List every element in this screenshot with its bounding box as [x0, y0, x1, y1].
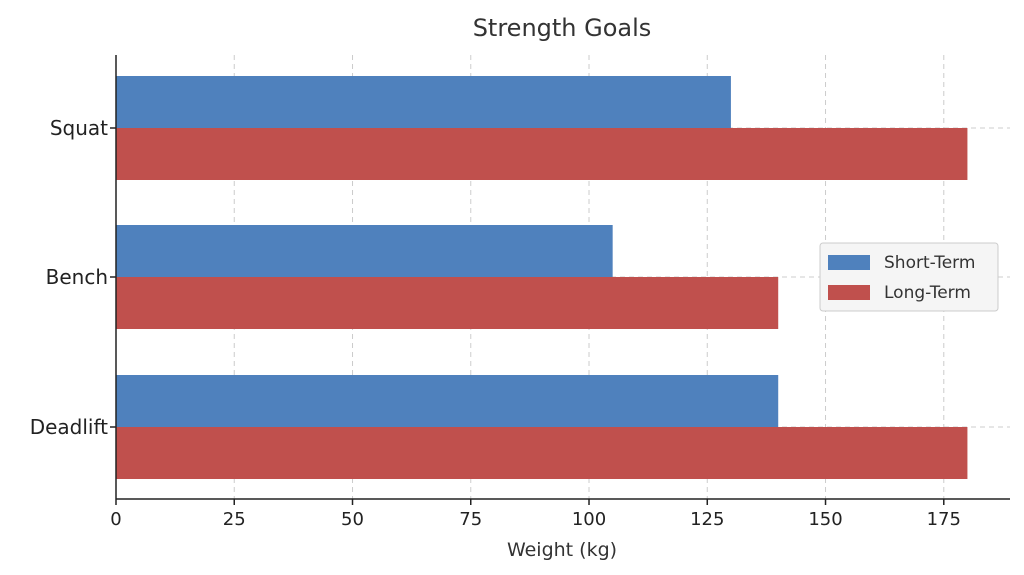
legend-label-long-term: Long-Term: [884, 283, 971, 303]
x-tick-label: 175: [927, 509, 961, 530]
y-category-label: Bench: [46, 265, 108, 289]
bar-squat-short-term: [116, 76, 731, 128]
legend: Short-Term Long-Term: [819, 242, 999, 312]
legend-swatch-short-term: [828, 255, 870, 270]
y-category-label: Deadlift: [30, 415, 108, 439]
x-axis-label: Weight (kg): [507, 539, 617, 561]
bar-deadlift-long-term: [116, 427, 968, 479]
legend-label-short-term: Short-Term: [884, 253, 975, 273]
bar-bench-long-term: [116, 277, 779, 329]
ticks: 0 25 50 75 100 125 150 175 Squat Bench Deadlift: [30, 116, 961, 530]
x-tick-label: 25: [223, 509, 246, 530]
x-tick-label: 50: [341, 509, 364, 530]
y-category-label: Squat: [50, 116, 108, 140]
legend-swatch-long-term: [828, 285, 870, 300]
bars: [116, 76, 968, 479]
bar-bench-short-term: [116, 225, 613, 277]
x-tick-label: 125: [690, 509, 724, 530]
bar-deadlift-short-term: [116, 375, 779, 427]
x-tick-label: 100: [572, 509, 606, 530]
chart-title: Strength Goals: [473, 14, 652, 42]
x-tick-label: 0: [110, 509, 121, 530]
x-tick-label: 150: [808, 509, 842, 530]
bar-squat-long-term: [116, 128, 968, 180]
x-tick-label: 75: [459, 509, 482, 530]
